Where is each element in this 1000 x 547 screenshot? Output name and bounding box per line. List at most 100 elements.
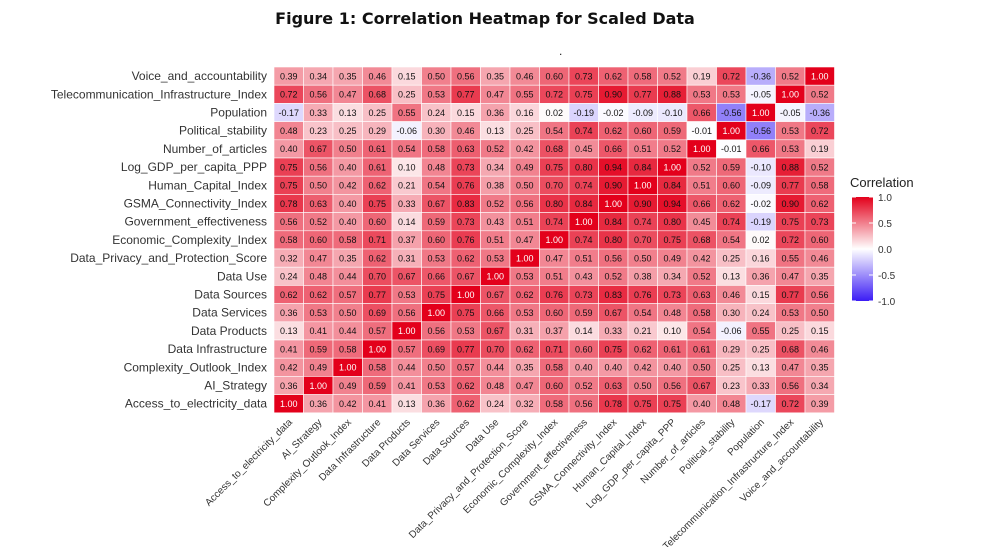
- legend-ticks: 1.0 0.5 0.0 -0.5 -1.0: [852, 193, 896, 308]
- row-label: Economic_Complexity_Index: [112, 233, 267, 247]
- heatmap-cell: 0.70: [480, 339, 511, 359]
- heatmap-cell-value: 0.66: [693, 199, 711, 209]
- heatmap-cell-value: 0.33: [398, 199, 416, 209]
- heatmap-cell-value: 0.57: [339, 290, 357, 300]
- heatmap-cell-value: 0.47: [781, 272, 799, 282]
- heatmap-cell: 0.29: [716, 339, 747, 359]
- heatmap-cell: 0.58: [686, 303, 717, 323]
- heatmap-cell-value: 0.33: [309, 108, 327, 118]
- heatmap-cell: 0.46: [362, 66, 393, 86]
- heatmap-cell-value: 0.53: [722, 90, 740, 100]
- heatmap-cell-value: 0.60: [545, 71, 563, 81]
- heatmap-cell: 0.35: [480, 66, 511, 86]
- heatmap-cell: 0.58: [804, 175, 835, 195]
- heatmap-cell-value: 0.72: [781, 399, 799, 409]
- heatmap-cell: 1.00: [273, 394, 304, 414]
- heatmap-cell: 0.40: [332, 157, 363, 177]
- heatmap-cell-value: 0.50: [309, 181, 327, 191]
- heatmap-cell: 0.58: [539, 357, 570, 377]
- heatmap-cell-value: 0.75: [781, 217, 799, 227]
- heatmap-cell: 0.53: [421, 84, 452, 104]
- heatmap-cell-value: 0.53: [427, 253, 445, 263]
- heatmap-cell: 0.25: [775, 321, 806, 341]
- heatmap-cell: 0.77: [362, 285, 393, 304]
- heatmap-cell-value: 0.25: [781, 326, 799, 336]
- heatmap-cell-value: 1.00: [811, 71, 829, 81]
- heatmap-cell-value: 0.70: [634, 235, 652, 245]
- heatmap-cell: 0.46: [804, 248, 835, 268]
- heatmap-cell-value: 0.74: [545, 217, 563, 227]
- heatmap-cell: 0.54: [627, 303, 658, 323]
- heatmap-cell: 0.48: [303, 266, 334, 286]
- heatmap-cell: 0.90: [775, 194, 806, 213]
- heatmap-cell: 0.94: [598, 157, 629, 177]
- heatmap-cell-value: 0.72: [280, 90, 298, 100]
- heatmap-cell: 0.47: [775, 266, 806, 286]
- heatmap-cell: 1.00: [568, 212, 599, 232]
- heatmap-cell-value: 0.33: [604, 326, 622, 336]
- heatmap-cell-value: 0.30: [722, 308, 740, 318]
- heatmap-cell-value: 0.84: [634, 162, 652, 172]
- heatmap-cell: 0.83: [450, 194, 481, 213]
- heatmap-cell-value: 0.40: [339, 217, 357, 227]
- heatmap-cell: 0.74: [568, 121, 599, 141]
- heatmap-cell: 1.00: [509, 248, 540, 268]
- heatmap-cell-value: 1.00: [339, 363, 357, 373]
- heatmap-cell-value: 0.76: [545, 290, 563, 300]
- heatmap-cell: 0.44: [332, 321, 363, 341]
- heatmap-cell: 0.84: [568, 194, 599, 213]
- heatmap-cell: 0.55: [775, 248, 806, 268]
- heatmap-cell: 0.68: [775, 339, 806, 359]
- heatmap-cell-value: 0.67: [486, 326, 504, 336]
- heatmap-cell: 0.58: [421, 139, 452, 159]
- heatmap-cell: 0.19: [804, 139, 835, 159]
- row-label: Government_effectiveness: [124, 215, 267, 229]
- heatmap-cell: 1.00: [804, 66, 835, 86]
- heatmap-cell-value: 0.67: [457, 272, 475, 282]
- heatmap-cell: -0.05: [775, 103, 806, 122]
- heatmap-cell-value: -0.10: [662, 108, 683, 118]
- heatmap-cell-value: 0.48: [663, 308, 681, 318]
- heatmap-cell-value: 0.90: [634, 199, 652, 209]
- heatmap-cell-value: 0.02: [545, 108, 563, 118]
- row-label: Data Products: [191, 324, 267, 338]
- heatmap-cell: 0.41: [362, 394, 393, 414]
- heatmap-cell-value: -0.02: [750, 199, 771, 209]
- heatmap-cell: 0.53: [509, 303, 540, 323]
- heatmap-cell: 0.62: [450, 376, 481, 395]
- heatmap-cell-value: 0.77: [368, 290, 386, 300]
- heatmap-cell-value: 0.38: [634, 272, 652, 282]
- heatmap-cell-value: 0.48: [722, 399, 740, 409]
- heatmap-cell: 0.35: [804, 357, 835, 377]
- heatmap-cell: 0.76: [539, 285, 570, 304]
- heatmap-cell-value: -0.19: [750, 217, 771, 227]
- heatmap-cell-value: -0.09: [750, 181, 771, 191]
- heatmap-cell-value: 0.60: [634, 126, 652, 136]
- heatmap-cell: -0.19: [568, 103, 599, 122]
- heatmap-cell-value: 0.45: [693, 217, 711, 227]
- heatmap-cell-value: 0.52: [604, 272, 622, 282]
- heatmap-cell: 0.60: [627, 121, 658, 141]
- heatmap-cell: 0.35: [509, 357, 540, 377]
- heatmap-cell-value: -0.01: [691, 126, 712, 136]
- heatmap-cell: 0.13: [273, 321, 304, 341]
- heatmap-cell-value: 0.58: [545, 363, 563, 373]
- heatmap-cell: 0.76: [627, 285, 658, 304]
- heatmap-cell: 0.34: [303, 66, 334, 86]
- heatmap-cell-value: 0.13: [398, 399, 416, 409]
- heatmap-cell-value: 1.00: [575, 217, 593, 227]
- heatmap-cell: 0.73: [450, 212, 481, 232]
- heatmap-cell: 0.56: [509, 194, 540, 213]
- heatmap-cell-value: 0.35: [811, 363, 829, 373]
- heatmap-cell-value: 0.66: [604, 144, 622, 154]
- heatmap-cell-value: 0.84: [575, 199, 593, 209]
- heatmap-cell-value: 0.50: [811, 308, 829, 318]
- heatmap-cell-value: 0.52: [811, 90, 829, 100]
- heatmap-cell: 0.25: [745, 339, 776, 359]
- heatmap-cell: 0.53: [686, 84, 717, 104]
- heatmap-cell: 0.50: [627, 376, 658, 395]
- heatmap-cell: 0.78: [273, 194, 304, 213]
- heatmap-cell: 0.62: [716, 194, 747, 213]
- heatmap-cell-value: 0.13: [752, 363, 770, 373]
- heatmap-cell: 0.80: [598, 230, 629, 250]
